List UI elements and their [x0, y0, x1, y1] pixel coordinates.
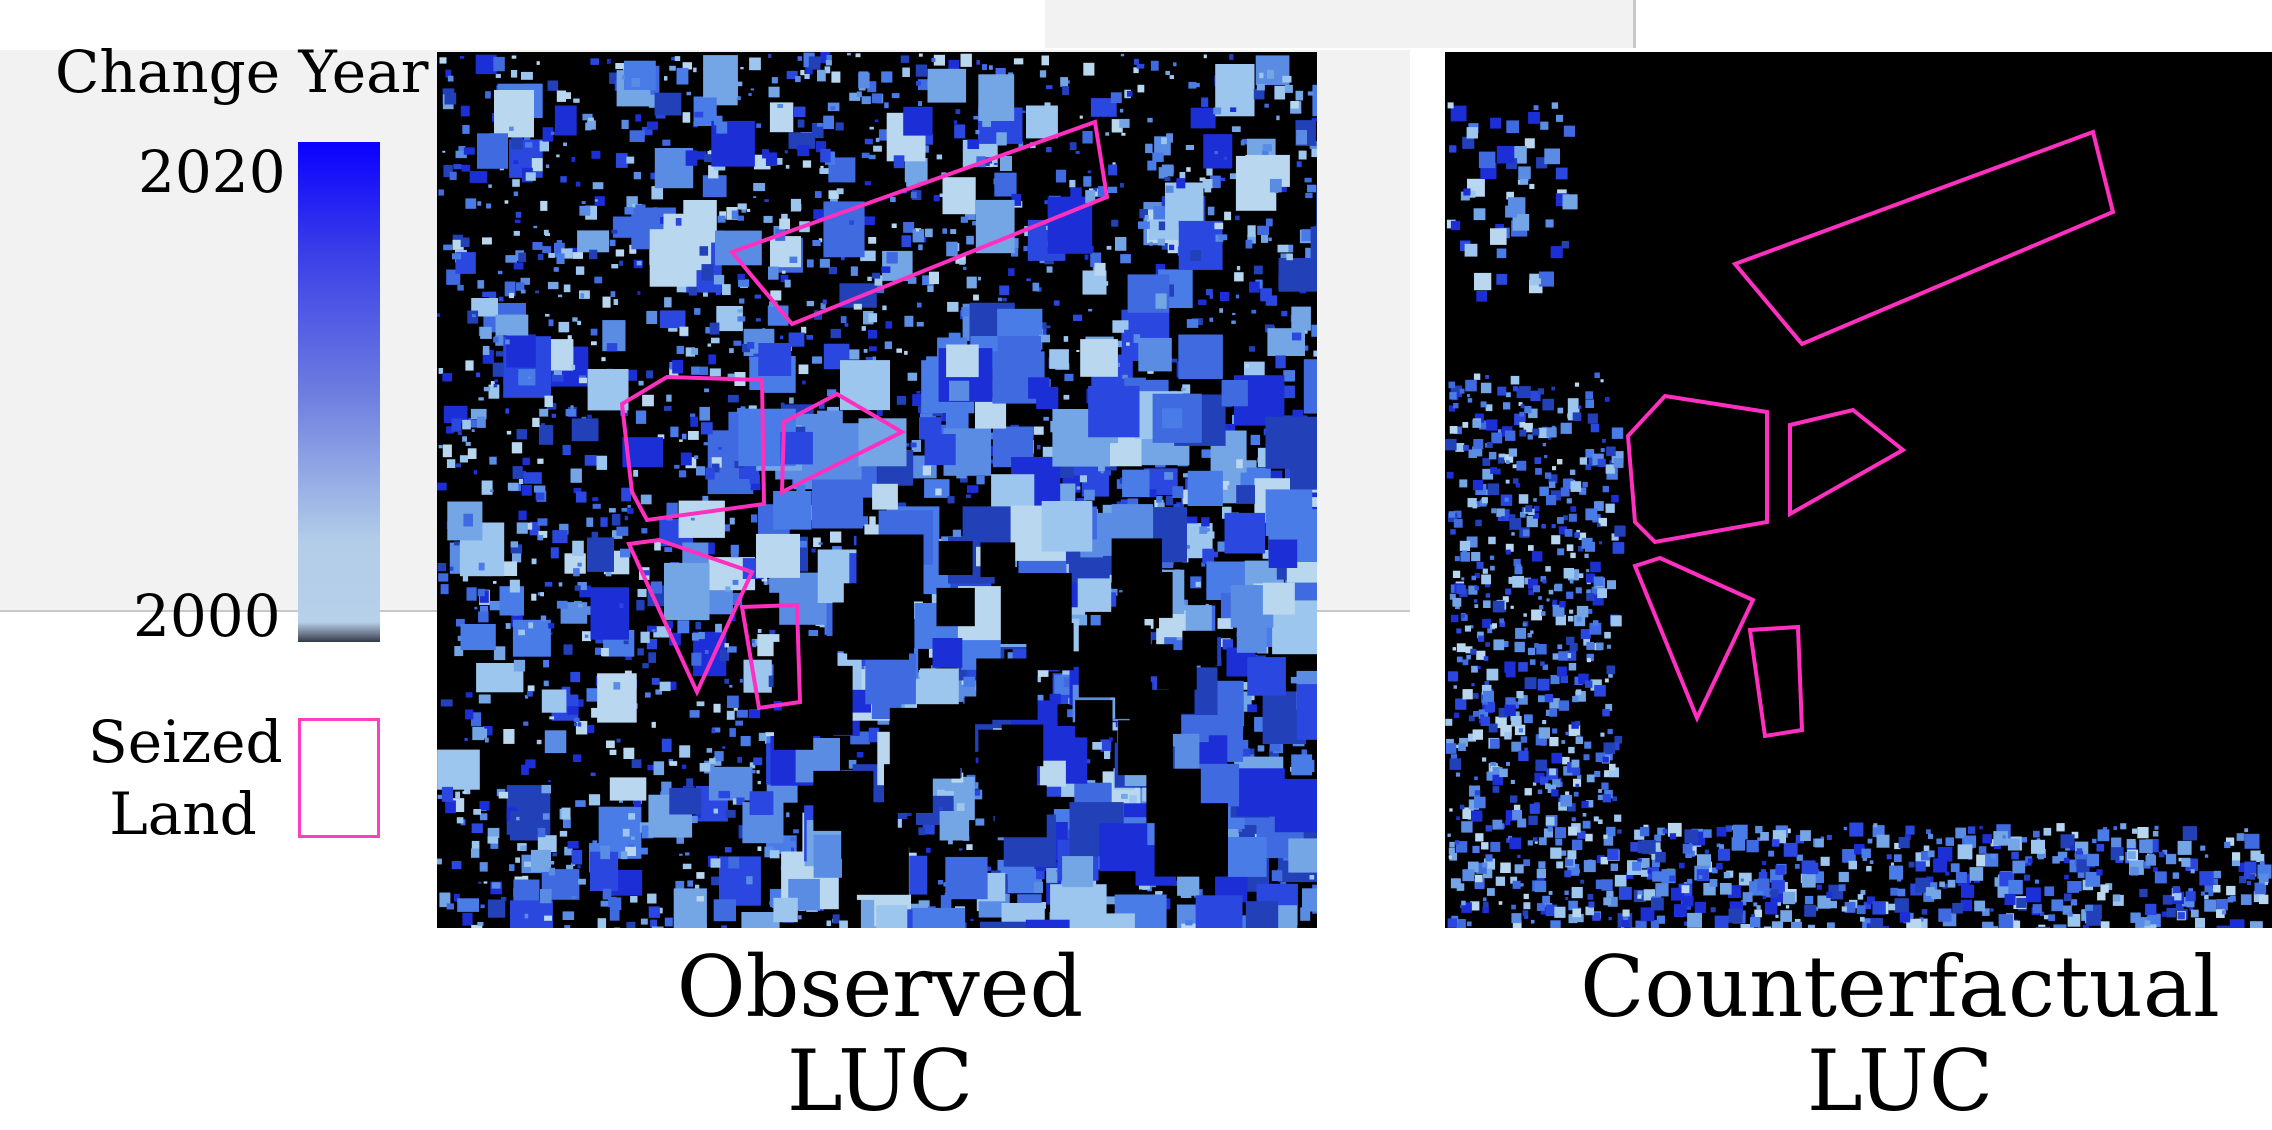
seized-land-label: Seized Land: [88, 706, 278, 850]
seized-polygon: [1628, 396, 1767, 542]
counterfactual-map-canvas: [1445, 52, 2272, 928]
seized-polygon: [1790, 410, 1903, 514]
counterfactual-seized-polygons: [1628, 132, 2113, 736]
colorbar-tick-top: 2020: [138, 138, 286, 206]
colorbar-tick-bottom: 2000: [133, 582, 281, 650]
legend-title: Change Year: [55, 38, 428, 106]
seized-polygon: [1735, 132, 2113, 344]
counterfactual-caption: Counterfactual LUC: [1560, 940, 2240, 1128]
observed-map-canvas: [437, 52, 1317, 928]
observed-change-pixels: [437, 52, 1317, 928]
seized-label-line2: Land: [88, 778, 278, 850]
seized-land-swatch: [298, 718, 380, 838]
seized-polygon: [1635, 558, 1753, 718]
colorbar: [298, 142, 380, 642]
counterfactual-change-pixels: [1445, 102, 2271, 928]
background-panel-top: [1045, 0, 1636, 48]
seized-label-line1: Seized: [88, 706, 278, 778]
observed-caption-line1: Observed: [580, 940, 1180, 1034]
seized-polygon: [1750, 627, 1802, 736]
counterfactual-caption-line1: Counterfactual: [1560, 940, 2240, 1034]
counterfactual-luc-map: [1445, 52, 2272, 928]
observed-caption: Observed LUC: [580, 940, 1180, 1128]
observed-luc-map: [437, 52, 1317, 928]
